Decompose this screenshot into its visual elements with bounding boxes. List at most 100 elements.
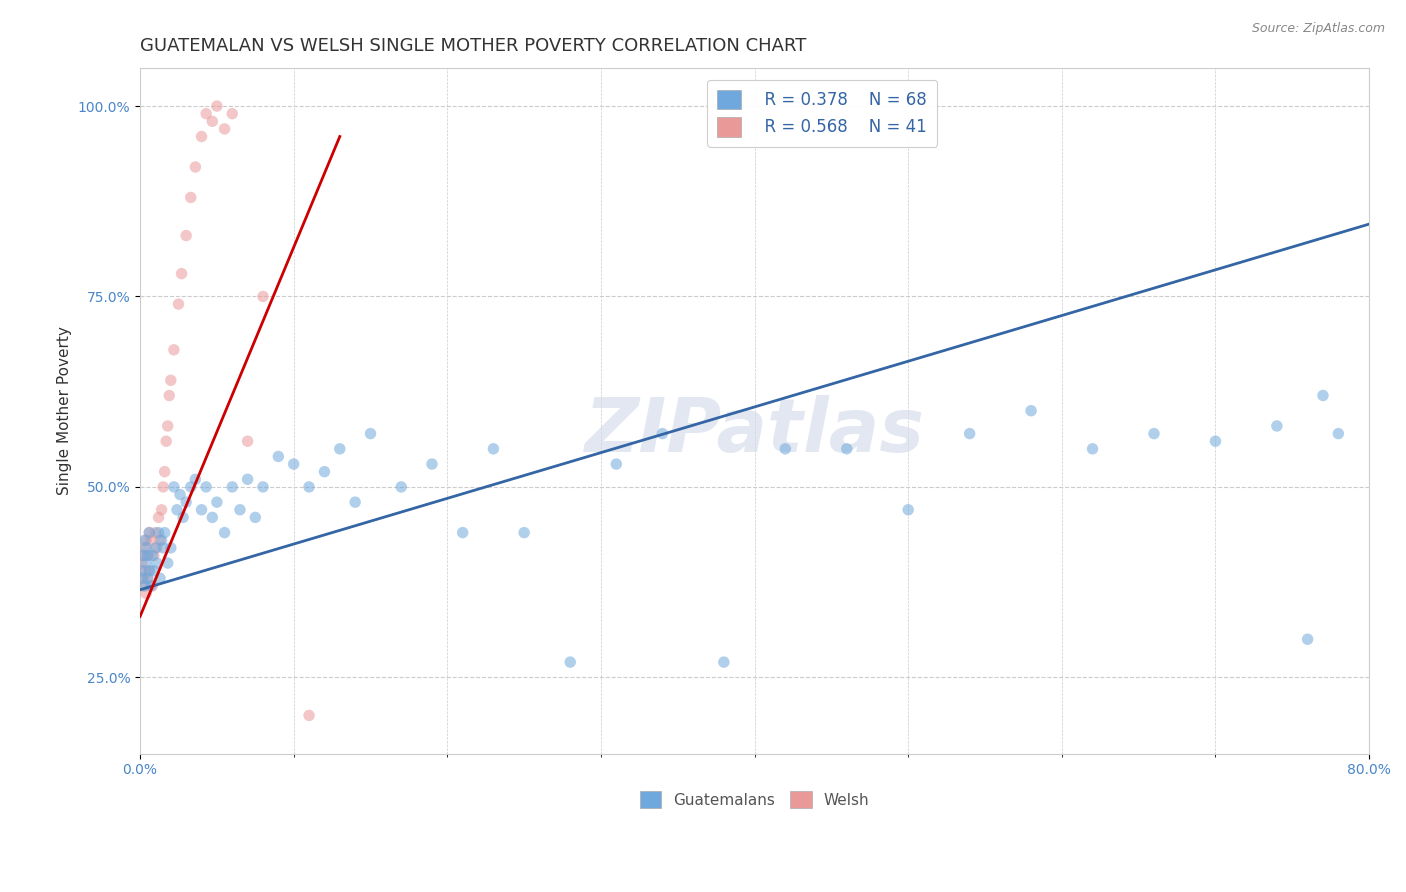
- Point: [214, 122, 236, 136]
- Point: [132, 549, 155, 563]
- Text: ZIPatlas: ZIPatlas: [585, 395, 925, 467]
- Point: [134, 579, 156, 593]
- Point: [221, 106, 243, 120]
- Point: [135, 541, 157, 555]
- Point: [134, 533, 156, 548]
- Point: [201, 114, 224, 128]
- Point: [1204, 434, 1226, 449]
- Point: [146, 541, 169, 555]
- Point: [150, 533, 173, 548]
- Point: [1019, 403, 1042, 417]
- Point: [1296, 632, 1319, 647]
- Point: [180, 480, 202, 494]
- Point: [138, 564, 160, 578]
- Point: [201, 510, 224, 524]
- Point: [138, 564, 160, 578]
- Point: [163, 480, 186, 494]
- Point: [131, 564, 153, 578]
- Point: [148, 525, 170, 540]
- Point: [267, 450, 290, 464]
- Point: [148, 510, 170, 524]
- Point: [775, 442, 797, 456]
- Point: [1081, 442, 1104, 456]
- Point: [344, 495, 367, 509]
- Point: [153, 465, 176, 479]
- Point: [136, 571, 159, 585]
- Point: [184, 160, 207, 174]
- Point: [560, 655, 582, 669]
- Point: [153, 525, 176, 540]
- Point: [135, 586, 157, 600]
- Point: [145, 525, 167, 540]
- Point: [651, 426, 673, 441]
- Point: [149, 533, 172, 548]
- Point: [190, 129, 212, 144]
- Point: [835, 442, 858, 456]
- Point: [142, 564, 165, 578]
- Point: [131, 556, 153, 570]
- Point: [139, 533, 162, 548]
- Point: [174, 228, 197, 243]
- Point: [163, 343, 186, 357]
- Point: [134, 541, 156, 555]
- Point: [298, 708, 321, 723]
- Point: [420, 457, 443, 471]
- Point: [190, 502, 212, 516]
- Point: [180, 190, 202, 204]
- Point: [169, 487, 191, 501]
- Point: [329, 442, 352, 456]
- Point: [134, 564, 156, 578]
- Point: [159, 373, 181, 387]
- Point: [205, 495, 228, 509]
- Point: [156, 556, 179, 570]
- Point: [214, 525, 236, 540]
- Point: [245, 510, 267, 524]
- Point: [195, 480, 218, 494]
- Point: [156, 419, 179, 434]
- Point: [172, 510, 194, 524]
- Point: [149, 571, 172, 585]
- Point: [1143, 426, 1166, 441]
- Point: [360, 426, 382, 441]
- Y-axis label: Single Mother Poverty: Single Mother Poverty: [58, 326, 72, 495]
- Point: [236, 434, 259, 449]
- Point: [513, 525, 536, 540]
- Point: [132, 579, 155, 593]
- Point: [145, 541, 167, 555]
- Point: [136, 549, 159, 563]
- Point: [157, 388, 180, 402]
- Point: [236, 472, 259, 486]
- Point: [167, 297, 190, 311]
- Point: [195, 106, 218, 120]
- Point: [136, 549, 159, 563]
- Point: [229, 502, 252, 516]
- Point: [132, 549, 155, 563]
- Point: [166, 502, 188, 516]
- Point: [1327, 426, 1350, 441]
- Point: [152, 541, 174, 555]
- Point: [138, 525, 160, 540]
- Point: [141, 579, 163, 593]
- Point: [283, 457, 305, 471]
- Point: [959, 426, 981, 441]
- Point: [389, 480, 412, 494]
- Point: [150, 502, 173, 516]
- Point: [159, 541, 181, 555]
- Point: [221, 480, 243, 494]
- Point: [252, 289, 274, 303]
- Point: [155, 434, 177, 449]
- Point: [184, 472, 207, 486]
- Point: [482, 442, 505, 456]
- Legend: Guatemalans, Welsh: Guatemalans, Welsh: [634, 785, 876, 814]
- Point: [138, 525, 160, 540]
- Point: [252, 480, 274, 494]
- Point: [314, 465, 336, 479]
- Point: [174, 495, 197, 509]
- Point: [1312, 388, 1334, 402]
- Point: [135, 556, 157, 570]
- Text: Source: ZipAtlas.com: Source: ZipAtlas.com: [1251, 22, 1385, 36]
- Point: [298, 480, 321, 494]
- Text: GUATEMALAN VS WELSH SINGLE MOTHER POVERTY CORRELATION CHART: GUATEMALAN VS WELSH SINGLE MOTHER POVERT…: [141, 37, 807, 55]
- Point: [141, 549, 163, 563]
- Point: [1265, 419, 1288, 434]
